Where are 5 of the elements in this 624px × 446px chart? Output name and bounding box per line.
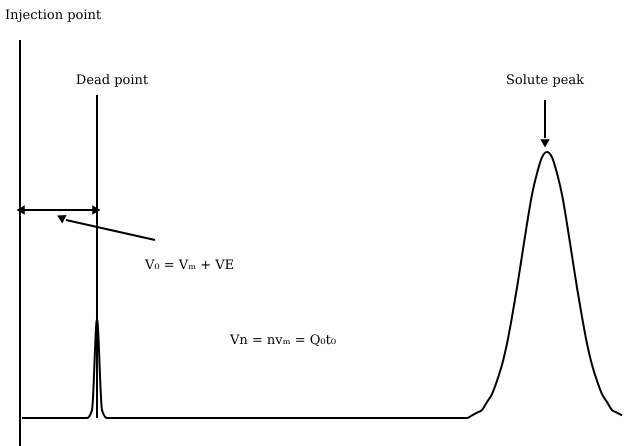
text: Dead point — [76, 73, 149, 88]
text: Solute peak — [506, 73, 584, 88]
annotation: V₀ = Vₘ + VE — [144, 258, 234, 273]
text: Injection point — [5, 8, 102, 23]
annotation: Vn = nvₘ = Q₀t₀ — [229, 333, 336, 348]
